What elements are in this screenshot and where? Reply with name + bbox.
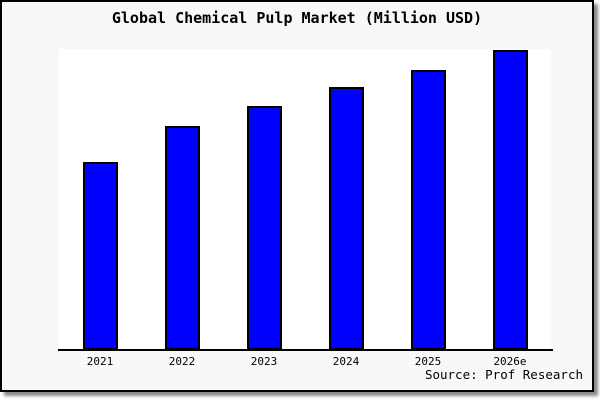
x-tick-label-2023: 2023: [250, 355, 278, 368]
bar-2022: [164, 126, 200, 350]
x-axis-labels: 2021 2022 2023 2024 2025 2026e: [59, 355, 551, 368]
chart-title: Global Chemical Pulp Market (Million USD…: [111, 9, 483, 27]
bar-2024: [328, 87, 364, 350]
x-tick-label-2026e: 2026e: [493, 355, 527, 368]
bar-2026e: [492, 50, 528, 350]
x-tick-label-2022: 2022: [168, 355, 196, 368]
x-tick-label-2025: 2025: [414, 355, 442, 368]
bar-2023: [246, 106, 282, 350]
bar-2025: [410, 70, 446, 350]
x-axis-line: [58, 349, 553, 351]
bar-2021: [82, 162, 118, 350]
x-tick-label-2024: 2024: [332, 355, 360, 368]
x-tick-label-2021: 2021: [86, 355, 114, 368]
plot-area: [59, 49, 551, 350]
source-text: Source: Prof Research: [424, 367, 583, 382]
chart-frame: Global Chemical Pulp Market (Million USD…: [0, 0, 594, 392]
